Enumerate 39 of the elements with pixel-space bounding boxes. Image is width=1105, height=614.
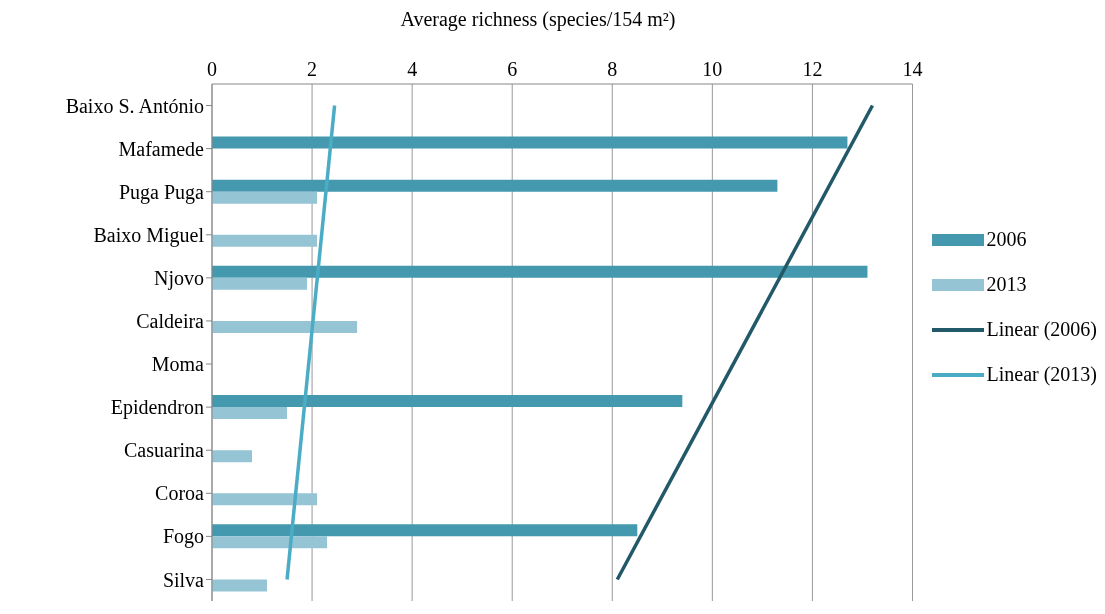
x-tick-label: 6	[507, 58, 518, 80]
bar	[212, 395, 683, 408]
bar	[212, 493, 318, 506]
y-tick-label: Coroa	[155, 482, 205, 505]
x-tick-label: 12	[802, 58, 823, 80]
bar	[212, 234, 318, 247]
legend-label: Linear (2013)	[986, 363, 1097, 386]
x-axis-title: Average richness (species/154 m²)	[399, 8, 677, 31]
bar	[212, 277, 308, 290]
y-tick-label: Casuarina	[124, 439, 205, 462]
y-tick-label: Baixo Miguel	[93, 223, 205, 247]
bar	[212, 579, 268, 592]
bar	[212, 191, 318, 204]
x-tick-label: 8	[607, 58, 618, 80]
legend-label: Linear (2006)	[986, 318, 1097, 341]
y-tick-label: Moma	[151, 353, 205, 376]
bar	[212, 524, 638, 537]
x-tick-label: 2	[307, 58, 318, 80]
bar	[212, 179, 778, 192]
legend-label: 2006	[986, 228, 1027, 251]
bar	[212, 265, 868, 278]
bar	[212, 407, 288, 420]
bar	[212, 536, 328, 549]
y-tick-label: Njovo	[154, 266, 204, 290]
bar	[212, 136, 848, 149]
x-tick-label: 10	[702, 58, 723, 80]
y-tick-label: Epidendron	[110, 396, 204, 420]
bar	[212, 320, 358, 333]
bar	[212, 450, 253, 463]
x-tick-label: 14	[902, 58, 923, 80]
y-tick-label: Silva	[162, 568, 205, 591]
x-tick-label: 4	[407, 58, 418, 80]
y-tick-label: Baixo S. António	[65, 94, 204, 117]
legend-label: 2013	[986, 273, 1027, 296]
y-tick-label: Mafamede	[118, 137, 205, 160]
y-tick-label: Fogo	[162, 525, 204, 549]
y-tick-label: Puga Puga	[119, 180, 205, 204]
y-tick-label: Caldeira	[136, 310, 205, 333]
x-tick-label: 0	[207, 58, 217, 80]
